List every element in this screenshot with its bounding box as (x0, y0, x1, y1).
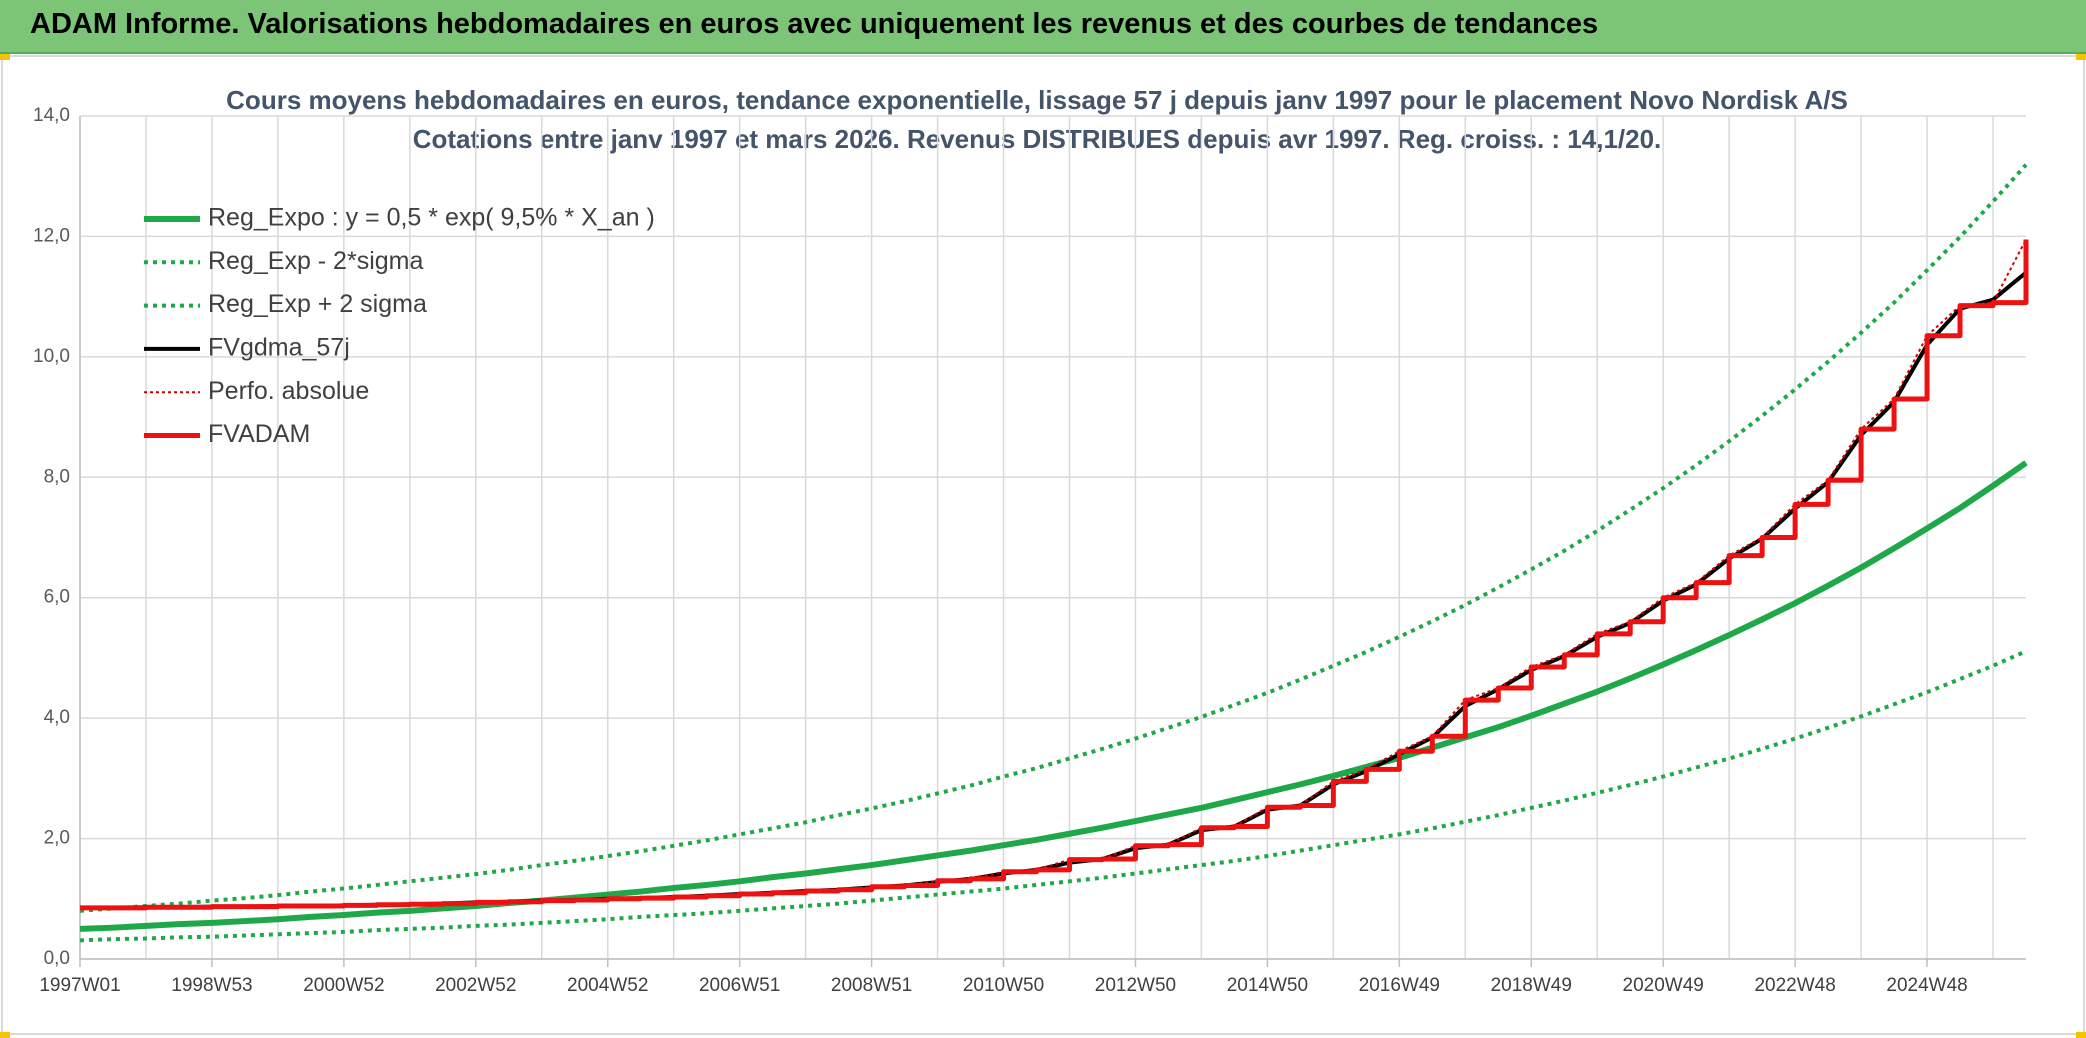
legend-label: Reg_Exp + 2 sigma (208, 290, 427, 318)
series-line (80, 239, 2029, 911)
series-line (79, 460, 2028, 932)
x-tick-label: 2010W50 (963, 975, 1044, 996)
corner (0, 54, 10, 60)
y-tick-label: 2,0 (44, 828, 70, 849)
y-tick-label: 0,0 (44, 948, 70, 969)
y-tick-label: 10,0 (33, 346, 70, 367)
y-tick-label: 8,0 (44, 466, 70, 487)
x-tick-label: 2006W51 (699, 975, 780, 996)
legend-label: FVgdma_57j (208, 334, 350, 362)
corner (2076, 54, 2086, 60)
x-tick-label: 2024W48 (1886, 975, 1967, 996)
legend-label: Reg_Exp - 2*sigma (208, 247, 423, 275)
y-tick-label: 6,0 (44, 587, 70, 608)
legend-label: FVADAM (208, 420, 310, 448)
legend-label: Perfo. absolue (208, 377, 369, 405)
x-tick-label: 2022W48 (1754, 975, 1835, 996)
x-tick-label: 2018W49 (1491, 975, 1572, 996)
series-line (79, 649, 2027, 943)
chart-subtitle: Cotations entre janv 1997 et mars 2026. … (413, 124, 1662, 154)
x-tick-label: 1997W01 (39, 975, 120, 996)
x-tick-label: 2014W50 (1227, 975, 1308, 996)
x-tick-label: 2004W52 (567, 975, 648, 996)
x-tick-label: 1998W53 (171, 975, 252, 996)
chart: Cours moyens hebdomadaires en euros, ten… (0, 54, 2086, 1038)
x-tick-label: 2020W49 (1623, 975, 1704, 996)
x-tick-label: 2008W51 (831, 975, 912, 996)
legend-label: Reg_Expo : y = 0,5 * exp( 9,5% * X_an ) (208, 204, 655, 232)
y-tick-label: 12,0 (33, 225, 70, 246)
header-title: ADAM Informe. Valorisations hebdomadaire… (30, 8, 1599, 40)
x-tick-label: 2012W50 (1095, 975, 1176, 996)
series-line (79, 163, 2028, 913)
corner (2076, 1032, 2086, 1038)
y-tick-label: 14,0 (33, 105, 70, 126)
chart-title: Cours moyens hebdomadaires en euros, ten… (226, 85, 1848, 115)
y-tick-label: 4,0 (44, 707, 70, 728)
header-bar: ADAM Informe. Valorisations hebdomadaire… (0, 0, 2086, 54)
corner (0, 1032, 10, 1038)
x-tick-label: 2016W49 (1359, 975, 1440, 996)
x-tick-label: 2000W52 (303, 975, 384, 996)
x-tick-label: 2002W52 (435, 975, 516, 996)
